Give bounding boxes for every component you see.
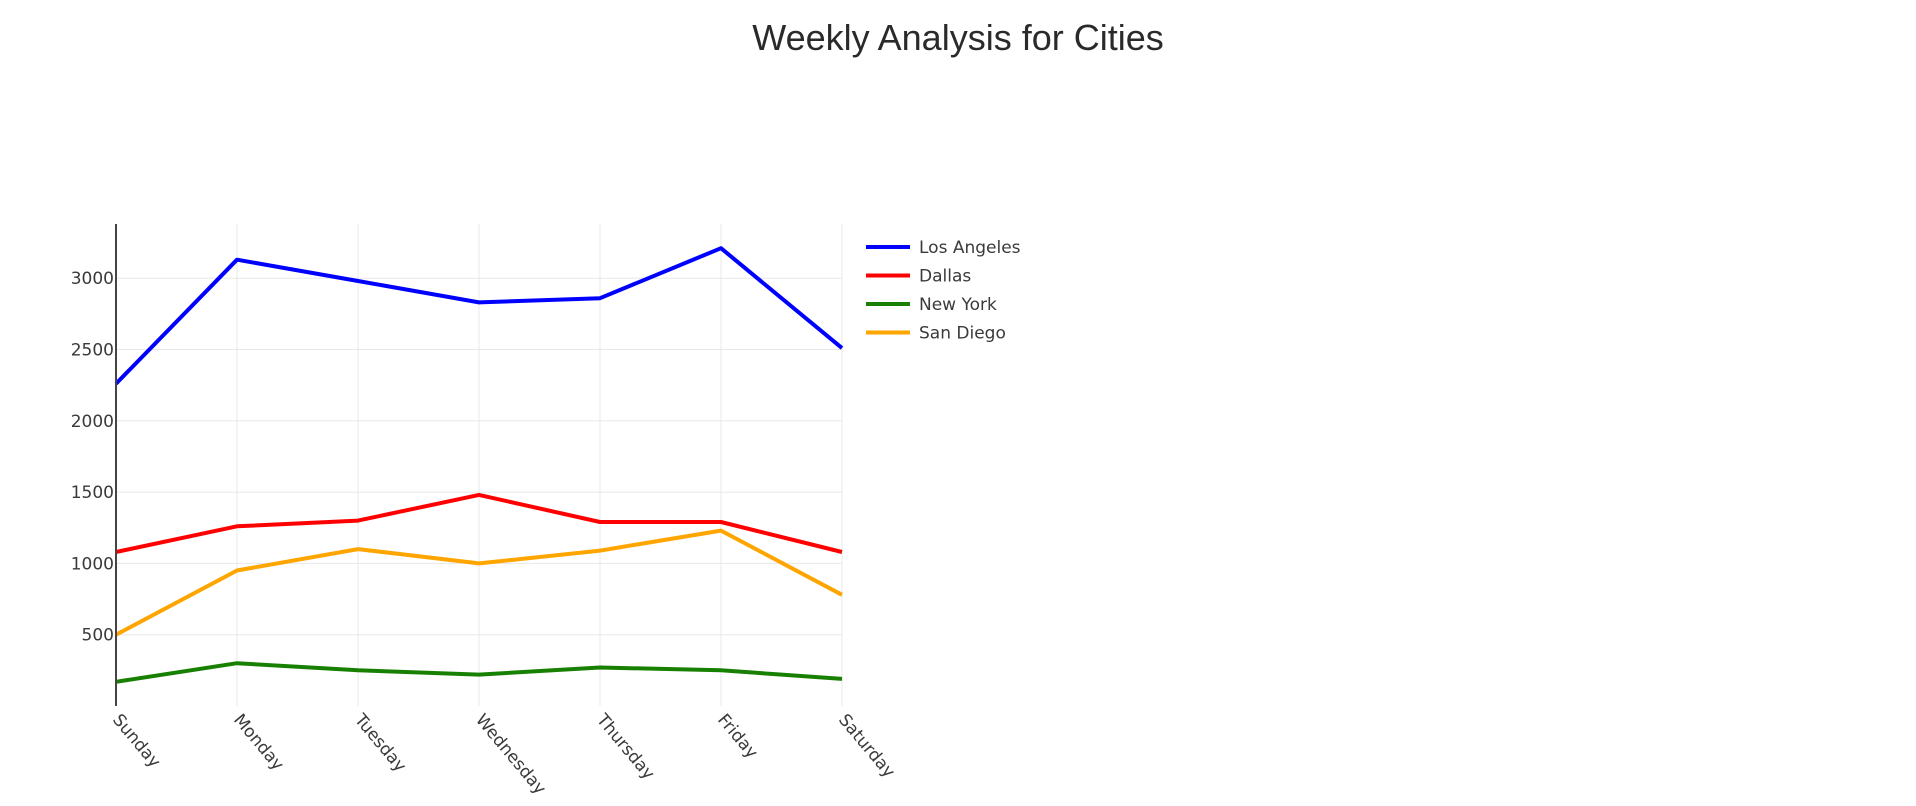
x-tick-label: Monday <box>229 710 287 774</box>
y-tick-label: 1000 <box>71 554 114 574</box>
x-tick-label: Wednesday <box>471 710 550 798</box>
y-tick-label: 2000 <box>71 412 114 432</box>
series-line-dallas[interactable] <box>115 492 843 554</box>
legend-label: Dallas <box>919 267 971 287</box>
y-tick-label: 3000 <box>71 269 114 289</box>
y-tick-label: 2500 <box>71 340 114 360</box>
legend-label: New York <box>919 295 997 315</box>
legend-item-dallas[interactable]: Dallas <box>866 267 971 287</box>
legend-label: Los Angeles <box>919 238 1021 258</box>
legend-item-new-york[interactable]: New York <box>866 295 997 315</box>
x-tick-label: Sunday <box>108 710 164 772</box>
x-tick-label: Tuesday <box>350 710 410 777</box>
x-tick-label: Friday <box>713 710 761 762</box>
y-axis-tick-labels: 500 1000 1500 2000 2500 3000 <box>71 269 114 646</box>
legend-item-los-angeles[interactable]: Los Angeles <box>866 238 1021 258</box>
x-tick-label: Saturday <box>834 710 899 782</box>
legend-item-san-diego[interactable]: San Diego <box>866 324 1006 344</box>
legend[interactable]: Los Angeles Dallas New York San Diego <box>866 238 1021 344</box>
x-axis-tick-labels: Sunday Monday Tuesday Wednesday Thursday Frid… <box>108 710 899 799</box>
series-lines <box>114 246 844 684</box>
series-line-new-york[interactable] <box>115 661 843 684</box>
legend-label: San Diego <box>919 324 1006 344</box>
y-tick-label: 1500 <box>71 483 114 503</box>
series-line-san-diego[interactable] <box>115 528 843 637</box>
grid <box>115 224 843 706</box>
y-tick-label: 500 <box>82 626 114 646</box>
series-line-los-angeles[interactable] <box>114 246 844 386</box>
chart-title: Weekly Analysis for Cities <box>752 17 1163 58</box>
x-tick-label: Thursday <box>592 710 659 784</box>
